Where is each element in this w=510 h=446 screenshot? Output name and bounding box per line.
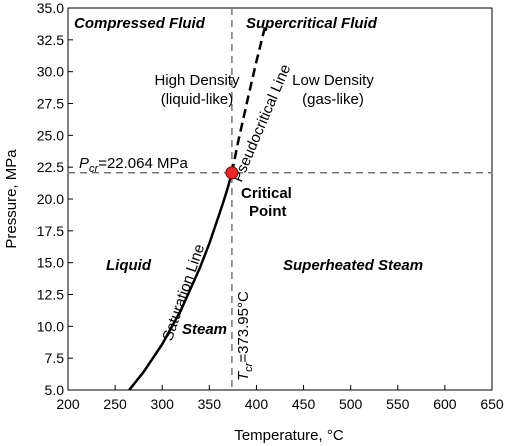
critical-point-marker: [225, 166, 239, 180]
superheated-steam-label: Superheated Steam: [283, 257, 423, 274]
x-axis-title: Temperature, °C: [234, 427, 344, 444]
y-tick-label: 15.0: [37, 255, 64, 271]
x-tick-label: 300: [151, 396, 175, 412]
y-tick-label: 27.5: [37, 96, 64, 112]
tick-labels: 200 250 300 350 400 450 500 550 600 650 5.0 7.5 10.0…: [37, 0, 504, 412]
y-tick-label: 30.0: [37, 64, 64, 80]
saturation-line: [128, 172, 234, 391]
y-tick-label: 5.0: [45, 382, 65, 398]
low-density-label: Low Density: [292, 72, 374, 89]
y-axis-title: Pressure, MPa: [3, 149, 20, 249]
x-tick-label: 350: [198, 396, 222, 412]
reference-lines: [68, 8, 492, 390]
x-tick-label: 450: [292, 396, 316, 412]
x-tick-label: 250: [103, 396, 127, 412]
y-tick-label: 32.5: [37, 32, 64, 48]
series-lines: [128, 22, 268, 391]
y-tick-label: 17.5: [37, 223, 64, 239]
pseudocritical-line: [230, 22, 268, 173]
high-density-label: High Density: [154, 72, 240, 89]
point-label: Point: [249, 203, 287, 220]
y-tick-label: 20.0: [37, 191, 64, 207]
x-tick-label: 400: [245, 396, 269, 412]
y-tick-label: 25.0: [37, 127, 64, 143]
x-tick-label: 600: [433, 396, 457, 412]
x-tick-label: 200: [56, 396, 80, 412]
liquid-label: Liquid: [106, 257, 152, 274]
critical-label: Critical: [241, 185, 292, 202]
x-tick-label: 500: [339, 396, 363, 412]
y-tick-label: 10.0: [37, 318, 64, 334]
y-tick-label: 12.5: [37, 287, 64, 303]
critical-point-layer: [225, 166, 239, 180]
critical-temperature-label: Tcr=373.95°C: [235, 291, 255, 381]
y-tick-label: 7.5: [45, 350, 65, 366]
liquid-like-label: (liquid-like): [161, 91, 234, 108]
y-tick-label: 22.5: [37, 159, 64, 175]
supercritical-fluid-label: Supercritical Fluid: [246, 15, 378, 32]
compressed-fluid-label: Compressed Fluid: [74, 15, 206, 32]
y-tick-label: 35.0: [37, 0, 64, 16]
x-tick-label: 550: [386, 396, 410, 412]
steam-label: Steam: [182, 321, 227, 338]
critical-pressure-label: Pcr=22.064 MPa: [79, 155, 188, 175]
axes: [67, 7, 493, 391]
x-tick-label: 650: [480, 396, 504, 412]
gas-like-label: (gas-like): [302, 91, 364, 108]
